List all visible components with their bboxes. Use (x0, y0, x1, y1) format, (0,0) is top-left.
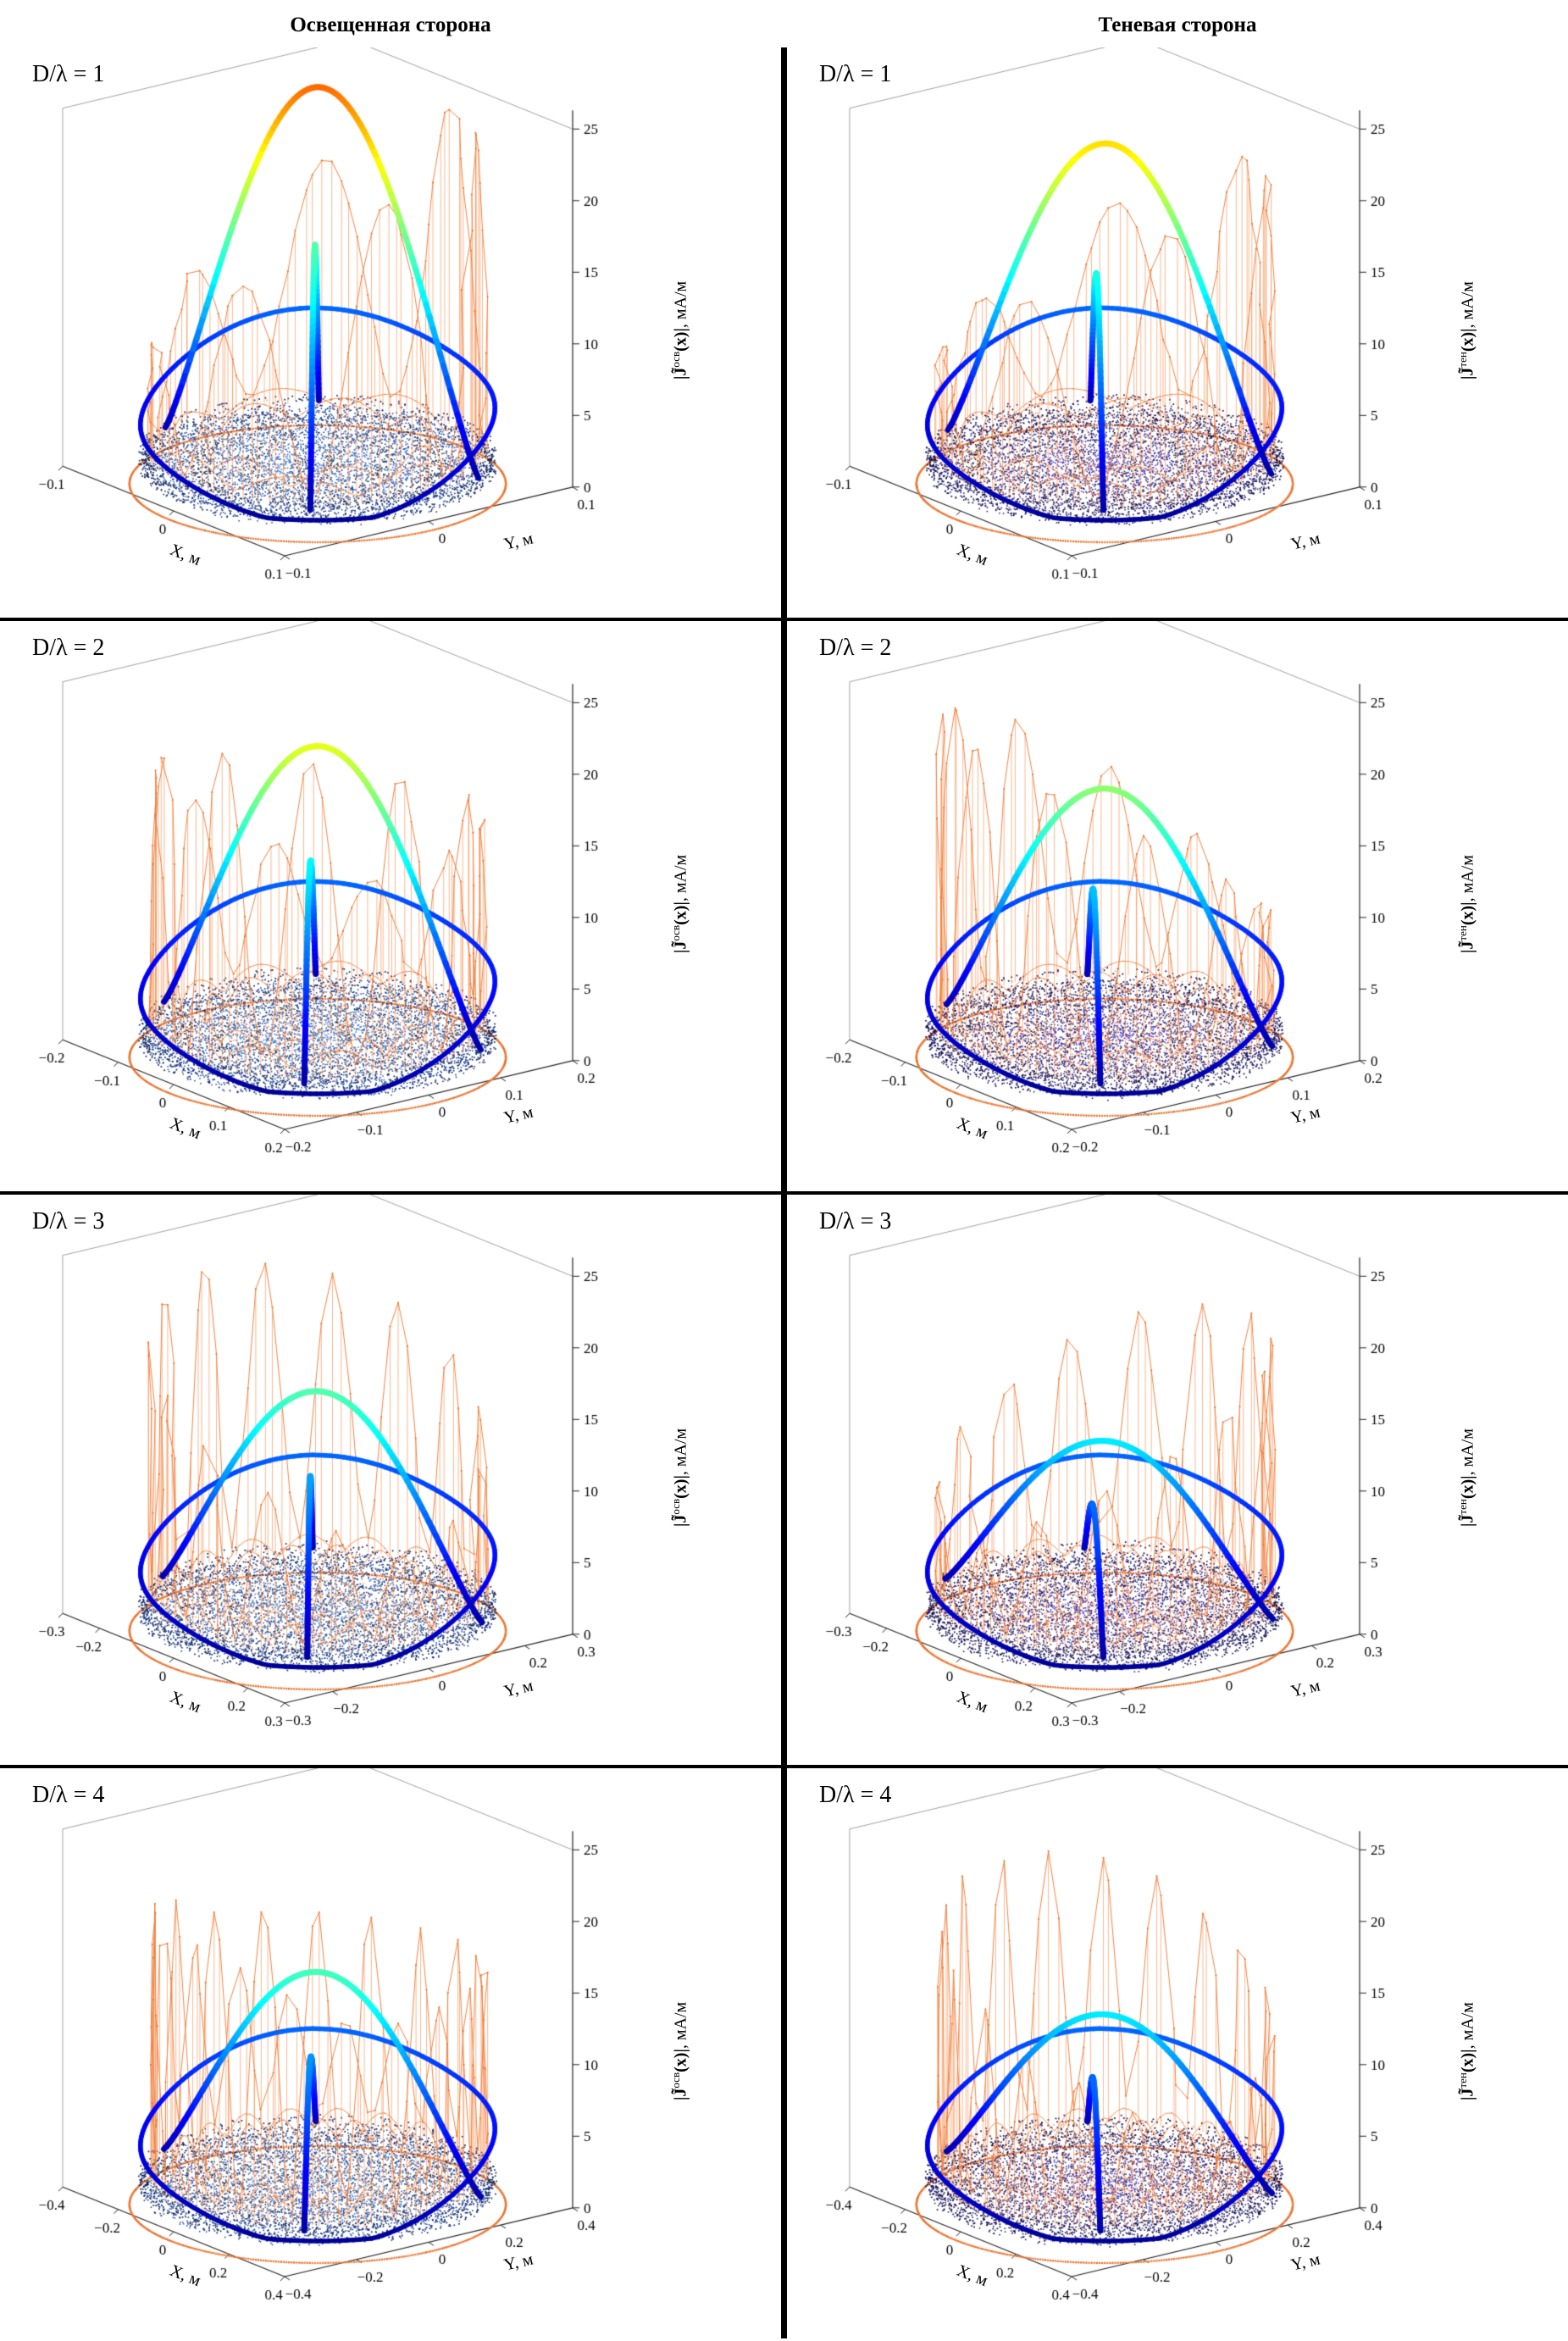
plot3d-canvas (787, 1768, 1568, 2338)
z-label-arg: (x)| (671, 2049, 690, 2072)
panel-dlambda-label: D/λ = 2 (32, 635, 105, 661)
column-title-shadow: Теневая сторона (1098, 14, 1257, 36)
column-divider (781, 1768, 787, 2338)
z-label-units: , мА/м (671, 854, 690, 902)
z-label-arg: (x)| (1458, 2049, 1477, 2073)
z-label-units: , мА/м (671, 1428, 690, 1476)
panels-grid: D/λ = 1 X, м Y, м |J̃осв(x)|, мА/м D/λ =… (0, 47, 1568, 2338)
z-axis-label: |J̃осв(x)|, мА/м (669, 855, 691, 953)
panel-dlambda3-illuminated: D/λ = 3 X, м Y, м |J̃осв(x)|, мА/м (0, 1195, 781, 1765)
z-label-arg: (x)| (671, 328, 690, 352)
z-label-prefix: |J̃ (671, 1514, 690, 1527)
z-label-units: , мА/м (1458, 2002, 1477, 2050)
z-label-prefix: |J̃ (671, 367, 690, 380)
plot3d-canvas (0, 1195, 781, 1765)
z-axis-label: |J̃осв(x)|, мА/м (669, 2002, 691, 2100)
z-label-superscript: тен (1456, 925, 1469, 941)
header-spacer (781, 0, 787, 47)
z-label-arg: (x)| (671, 901, 690, 925)
z-label-prefix: |J̃ (1458, 367, 1477, 380)
panel-dlambda-label: D/λ = 3 (819, 1208, 892, 1234)
panel-dlambda-label: D/λ = 3 (32, 1208, 105, 1234)
panel-dlambda3-shadow: D/λ = 3 X, м Y, м |J̃тен(x)|, мА/м (787, 1195, 1568, 1765)
plot3d-canvas (0, 47, 781, 618)
panel-dlambda2-shadow: D/λ = 2 X, м Y, м |J̃тен(x)|, мА/м (787, 621, 1568, 1191)
z-label-prefix: |J̃ (671, 940, 690, 953)
z-label-superscript: тен (1456, 352, 1469, 368)
figure-header: Освещенная сторона Теневая сторона (0, 0, 1568, 47)
panel-dlambda4-illuminated: D/λ = 4 X, м Y, м |J̃осв(x)|, мА/м (0, 1768, 781, 2338)
z-label-arg: (x)| (1458, 328, 1477, 352)
plot3d-canvas (787, 621, 1568, 1191)
z-label-units: , мА/м (1458, 1428, 1477, 1476)
plot3d-canvas (0, 1768, 781, 2338)
column-divider (781, 1195, 787, 1765)
z-label-units: , мА/м (1458, 281, 1477, 329)
z-axis-label: |J̃тен(x)|, мА/м (1456, 281, 1478, 380)
panel-dlambda-label: D/λ = 2 (819, 635, 892, 661)
z-label-superscript: осв (669, 351, 682, 368)
z-label-arg: (x)| (671, 1475, 690, 1499)
z-label-superscript: осв (669, 1498, 682, 1515)
z-label-prefix: |J̃ (1458, 940, 1477, 953)
z-label-prefix: |J̃ (1458, 1514, 1477, 1527)
z-axis-label: |J̃осв(x)|, мА/м (669, 281, 691, 380)
z-axis-label: |J̃осв(x)|, мА/м (669, 1428, 691, 1527)
z-label-superscript: тен (1456, 2072, 1469, 2089)
z-label-superscript: осв (669, 924, 682, 941)
panel-dlambda1-shadow: D/λ = 1 X, м Y, м |J̃тен(x)|, мА/м (787, 47, 1568, 618)
z-axis-label: |J̃тен(x)|, мА/м (1456, 2002, 1478, 2100)
z-label-arg: (x)| (1458, 1475, 1477, 1500)
panel-dlambda1-illuminated: D/λ = 1 X, м Y, м |J̃осв(x)|, мА/м (0, 47, 781, 618)
z-label-prefix: |J̃ (671, 2088, 690, 2100)
panel-dlambda-label: D/λ = 1 (32, 61, 105, 87)
panel-dlambda2-illuminated: D/λ = 2 X, м Y, м |J̃осв(x)|, мА/м (0, 621, 781, 1191)
column-title-illuminated: Освещенная сторона (290, 14, 491, 36)
plot3d-canvas (787, 47, 1568, 618)
z-label-arg: (x)| (1458, 901, 1477, 926)
panel-dlambda-label: D/λ = 1 (819, 61, 892, 87)
column-divider (781, 621, 787, 1191)
plot3d-canvas (0, 621, 781, 1191)
panel-dlambda-label: D/λ = 4 (819, 1782, 892, 1808)
panel-dlambda4-shadow: D/λ = 4 X, м Y, м |J̃тен(x)|, мА/м (787, 1768, 1568, 2338)
z-axis-label: |J̃тен(x)|, мА/м (1456, 855, 1478, 953)
z-label-units: , мА/м (671, 2001, 690, 2050)
z-label-prefix: |J̃ (1458, 2088, 1477, 2100)
z-label-units: , мА/м (671, 280, 690, 329)
plot3d-canvas (787, 1195, 1568, 1765)
z-axis-label: |J̃тен(x)|, мА/м (1456, 1428, 1478, 1527)
z-label-superscript: тен (1456, 1499, 1469, 1515)
z-label-units: , мА/м (1458, 855, 1477, 902)
z-label-superscript: осв (669, 2072, 682, 2089)
column-divider (781, 47, 787, 618)
panel-dlambda-label: D/λ = 4 (32, 1782, 105, 1808)
